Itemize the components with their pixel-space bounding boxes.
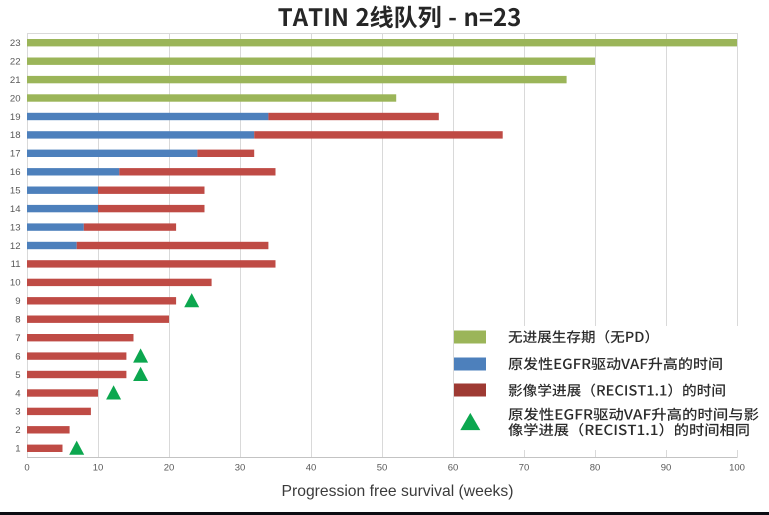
svg-text:1: 1 bbox=[15, 444, 20, 455]
svg-text:11: 11 bbox=[11, 259, 21, 270]
svg-text:90: 90 bbox=[661, 463, 672, 474]
svg-text:70: 70 bbox=[519, 463, 530, 474]
svg-text:0: 0 bbox=[24, 463, 29, 474]
svg-text:50: 50 bbox=[377, 463, 388, 474]
svg-text:22: 22 bbox=[10, 57, 21, 68]
svg-text:23: 23 bbox=[10, 38, 21, 49]
svg-text:30: 30 bbox=[235, 463, 246, 474]
svg-text:20: 20 bbox=[164, 463, 175, 474]
svg-text:Progression free survival (wee: Progression free survival (weeks) bbox=[282, 483, 514, 500]
svg-text:12: 12 bbox=[10, 241, 21, 252]
svg-text:40: 40 bbox=[306, 463, 317, 474]
svg-text:20: 20 bbox=[10, 93, 21, 104]
svg-text:10: 10 bbox=[10, 278, 21, 289]
svg-text:6: 6 bbox=[15, 351, 20, 362]
svg-text:80: 80 bbox=[590, 463, 601, 474]
svg-text:9: 9 bbox=[15, 296, 20, 307]
svg-text:10: 10 bbox=[93, 463, 104, 474]
svg-text:3: 3 bbox=[15, 407, 20, 418]
svg-text:18: 18 bbox=[10, 130, 21, 141]
svg-text:8: 8 bbox=[15, 315, 20, 326]
svg-text:14: 14 bbox=[10, 204, 21, 215]
svg-text:2: 2 bbox=[15, 425, 20, 436]
svg-text:19: 19 bbox=[10, 112, 21, 123]
svg-text:21: 21 bbox=[10, 75, 21, 86]
svg-text:15: 15 bbox=[10, 186, 21, 197]
svg-text:100: 100 bbox=[729, 463, 745, 474]
svg-text:4: 4 bbox=[15, 388, 21, 399]
svg-text:7: 7 bbox=[15, 333, 20, 344]
svg-text:60: 60 bbox=[448, 463, 459, 474]
svg-text:17: 17 bbox=[10, 149, 21, 160]
svg-text:16: 16 bbox=[10, 167, 21, 178]
svg-text:13: 13 bbox=[10, 222, 21, 233]
svg-text:5: 5 bbox=[15, 370, 20, 381]
